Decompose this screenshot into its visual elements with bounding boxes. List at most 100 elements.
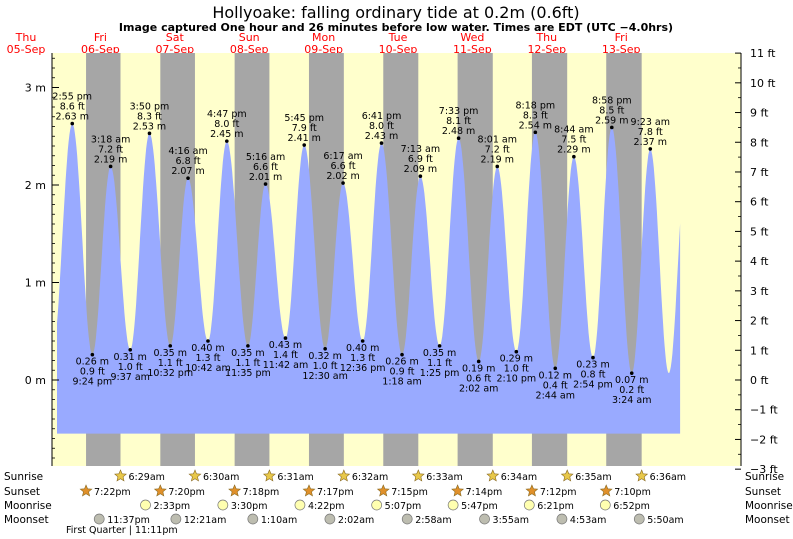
right-tick-label: 11 ft	[750, 47, 776, 60]
high-tide-ft: 8.3 ft	[523, 110, 548, 121]
day-label-date: 06-Sep	[81, 43, 120, 56]
high-tide-dot	[456, 136, 461, 140]
right-tick-label: 3 ft	[750, 285, 769, 298]
sunrise-row-label: Sunrise	[4, 471, 43, 483]
high-tide-m: 2.63 m	[56, 112, 89, 123]
high-tide-dot	[610, 125, 614, 130]
low-tide-time: 12:36 pm	[340, 363, 386, 374]
high-tide-m: 2.02 m	[326, 171, 359, 182]
low-tide-m: 0.40 m	[191, 343, 224, 354]
moonrise-moon-icon	[447, 499, 459, 511]
high-tide-ft: 7.2 ft	[98, 144, 123, 155]
moonset-time: 5:50am	[647, 515, 683, 526]
right-tick-label: −1 ft	[750, 404, 778, 417]
moonset-moon-icon	[170, 513, 182, 525]
high-tide-time: 7:13 am	[401, 144, 440, 155]
moonrise-time: 2:33pm	[154, 501, 191, 512]
high-tide-ft: 7.9 ft	[292, 123, 317, 134]
low-tide-time: 1:18 am	[382, 377, 421, 388]
moonrise-moon-icon	[294, 499, 306, 511]
moonset-time: 2:02am	[338, 515, 374, 526]
high-tide-ft: 6.8 ft	[176, 156, 201, 167]
high-tide-ft: 7.8 ft	[638, 127, 663, 138]
sunrise-time: 6:31am	[277, 472, 313, 483]
high-tide-time: 4:47 pm	[207, 109, 247, 120]
high-tide-ft: 8.6 ft	[60, 102, 85, 113]
moonrise-time: 5:47pm	[461, 501, 498, 512]
chart-title: Hollyoake: falling ordinary tide at 0.2m…	[212, 3, 579, 22]
moon-phase-note: First Quarter | 11:11pm	[66, 525, 178, 536]
high-tide-m: 2.07 m	[171, 166, 204, 177]
high-tide-m: 2.09 m	[404, 164, 437, 175]
day-label-dow: Fri	[94, 31, 107, 44]
right-tick-label: 5 ft	[750, 225, 769, 238]
sunrise-star-icon	[635, 469, 649, 482]
sunrise-star-icon	[486, 469, 500, 482]
day-label-dow: Sat	[166, 31, 185, 44]
low-tide-dot	[360, 339, 365, 343]
high-tide-ft: 7.2 ft	[485, 144, 510, 155]
low-tide-m: 0.43 m	[269, 340, 302, 351]
day-labels: Thu05-SepFri06-SepSat07-SepSun08-SepMon0…	[7, 31, 641, 56]
high-tide-ft: 6.9 ft	[408, 154, 433, 165]
high-tide-m: 2.01 m	[249, 172, 282, 183]
moonset-time: 12:21am	[184, 515, 226, 526]
moonset-moon-icon	[479, 513, 490, 525]
low-tide-time: 1:25 pm	[420, 368, 460, 379]
low-tide-ft: 1.1 ft	[235, 358, 260, 369]
moonset-moon-icon	[556, 513, 568, 525]
low-tide-time: 10:42 am	[185, 363, 230, 374]
high-tide-ft: 8.0 ft	[214, 119, 239, 130]
low-tide-dot	[553, 366, 558, 371]
low-tide-time: 3:24 am	[612, 395, 651, 406]
sunset-time: 7:10pm	[614, 487, 651, 498]
sunset-time: 7:15pm	[391, 487, 428, 498]
sunrise-star-icon	[188, 469, 202, 482]
right-tick-label: −2 ft	[750, 433, 778, 446]
sunset-star-icon	[525, 484, 539, 497]
sunset-time: 7:14pm	[466, 487, 503, 498]
day-label-dow: Thu	[15, 31, 37, 44]
low-tide-ft: 1.0 ft	[313, 361, 338, 372]
sunset-star-icon	[376, 484, 390, 497]
right-tick-label: 8 ft	[750, 136, 769, 149]
high-tide-m: 2.43 m	[365, 131, 398, 142]
moonrise-moon-icon	[599, 499, 611, 511]
low-tide-m: 0.26 m	[385, 357, 418, 368]
low-tide-time: 10:32 pm	[147, 368, 193, 379]
day-label-date: 13-Sep	[602, 43, 641, 56]
sunset-row-label-right: Sunset	[745, 486, 781, 498]
high-tide-dot	[108, 164, 113, 169]
sunrise-time: 6:30am	[203, 472, 239, 483]
moonset-time: 4:53am	[570, 515, 606, 526]
sunrise-time: 6:33am	[426, 472, 462, 483]
low-tide-time: 12:30 am	[302, 371, 347, 382]
low-tide-time: 11:35 pm	[225, 368, 271, 379]
high-tide-ft: 8.0 ft	[369, 121, 394, 132]
high-tide-time: 8:44 am	[554, 125, 593, 136]
low-tide-m: 0.32 m	[308, 351, 341, 362]
high-tide-dot	[533, 130, 538, 135]
high-tide-time: 7:33 pm	[439, 106, 479, 117]
high-tide-time: 3:18 am	[91, 134, 130, 145]
low-tide-dot	[476, 359, 481, 364]
moonset-row-label-right: Moonset	[745, 514, 790, 526]
moonset-moon-icon	[401, 513, 413, 525]
moonset-time: 11:37pm	[107, 515, 150, 526]
low-tide-time: 2:44 am	[536, 390, 575, 401]
high-tide-dot	[147, 131, 152, 136]
high-tide-time: 8:01 am	[478, 134, 517, 145]
moonset-moon-icon	[247, 513, 259, 525]
low-tide-dot	[283, 336, 288, 340]
low-tide-time: 2:02 am	[459, 383, 498, 394]
sunrise-star-icon	[337, 469, 351, 482]
low-tide-ft: 1.1 ft	[158, 358, 183, 369]
high-tide-m: 2.19 m	[481, 154, 514, 165]
moonrise-row-label: Moonrise	[4, 500, 52, 512]
day-label-dow: Sun	[239, 31, 260, 44]
low-tide-ft: 1.0 ft	[504, 364, 529, 375]
high-tide-m: 2.45 m	[210, 129, 243, 140]
low-tide-m: 0.26 m	[76, 357, 109, 368]
high-tide-m: 2.19 m	[94, 154, 127, 165]
